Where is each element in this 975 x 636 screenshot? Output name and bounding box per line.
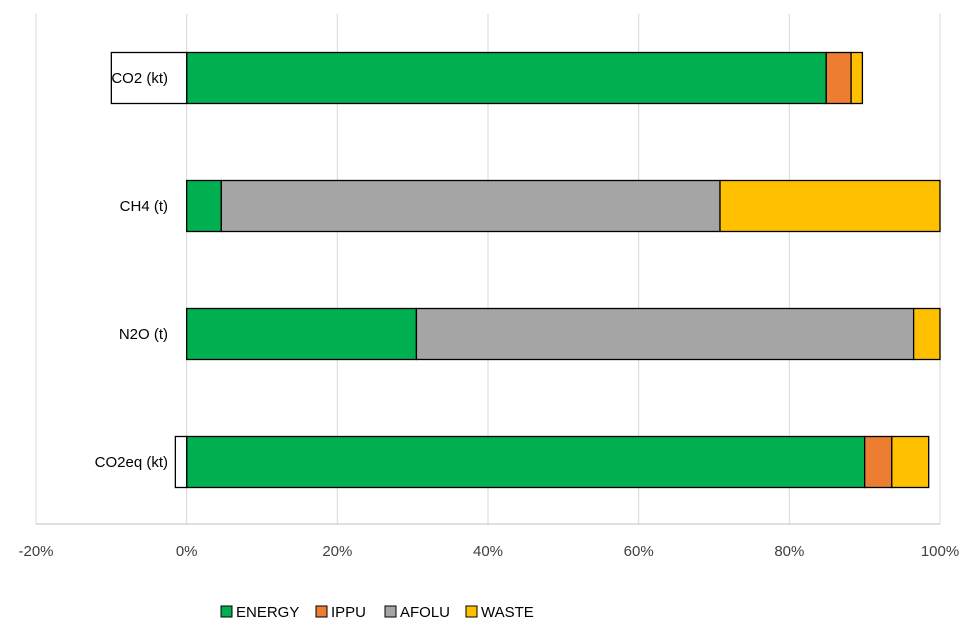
legend-swatch-ippu — [315, 605, 328, 618]
legend-swatch-waste — [465, 605, 478, 618]
category-label: N2O (t) — [119, 326, 168, 343]
bar-segment-waste — [891, 435, 930, 489]
bar-segment-waste — [850, 51, 864, 105]
bar-segment-afolu — [220, 179, 721, 233]
x-tick-label: 20% — [322, 543, 352, 560]
x-tick-label: -20% — [18, 543, 53, 560]
legend-label: IPPU — [331, 604, 366, 621]
bar-segment-energy — [186, 179, 222, 233]
bar-segment-energy — [186, 435, 866, 489]
bar-segment-waste — [719, 179, 941, 233]
bar-segment-energy — [186, 51, 827, 105]
x-tick-label: 60% — [624, 543, 654, 560]
bar-segment-afolu — [415, 307, 915, 361]
legend-label: AFOLU — [400, 604, 450, 621]
legend: ENERGY IPPU AFOLU WASTE — [220, 604, 534, 621]
category-label: CH4 (t) — [120, 198, 168, 215]
legend-label: WASTE — [481, 604, 534, 621]
category-label: CO2 (kt) — [111, 70, 168, 87]
bar-segment-energy — [186, 307, 418, 361]
bar-segment-ippu — [825, 51, 852, 105]
category-labels: CO2 (kt) CH4 (t) N2O (t) CO2eq (kt) — [95, 70, 168, 471]
bar-series-group — [110, 51, 941, 489]
bar-segment-waste — [912, 307, 941, 361]
legend-swatch-energy — [220, 605, 233, 618]
x-axis: -20% 0% 20% 40% 60% 80% 100% — [18, 523, 959, 560]
bar-segment-afolu — [110, 51, 188, 105]
category-label: CO2eq (kt) — [95, 454, 168, 471]
x-tick-label: 0% — [176, 543, 198, 560]
legend-swatch-afolu — [384, 605, 397, 618]
legend-label: ENERGY — [236, 604, 299, 621]
bar-segment-ippu — [864, 435, 893, 489]
x-tick-label: 100% — [921, 543, 959, 560]
x-tick-label: 40% — [473, 543, 503, 560]
x-tick-label: 80% — [774, 543, 804, 560]
bar-segment-afolu — [174, 435, 188, 489]
